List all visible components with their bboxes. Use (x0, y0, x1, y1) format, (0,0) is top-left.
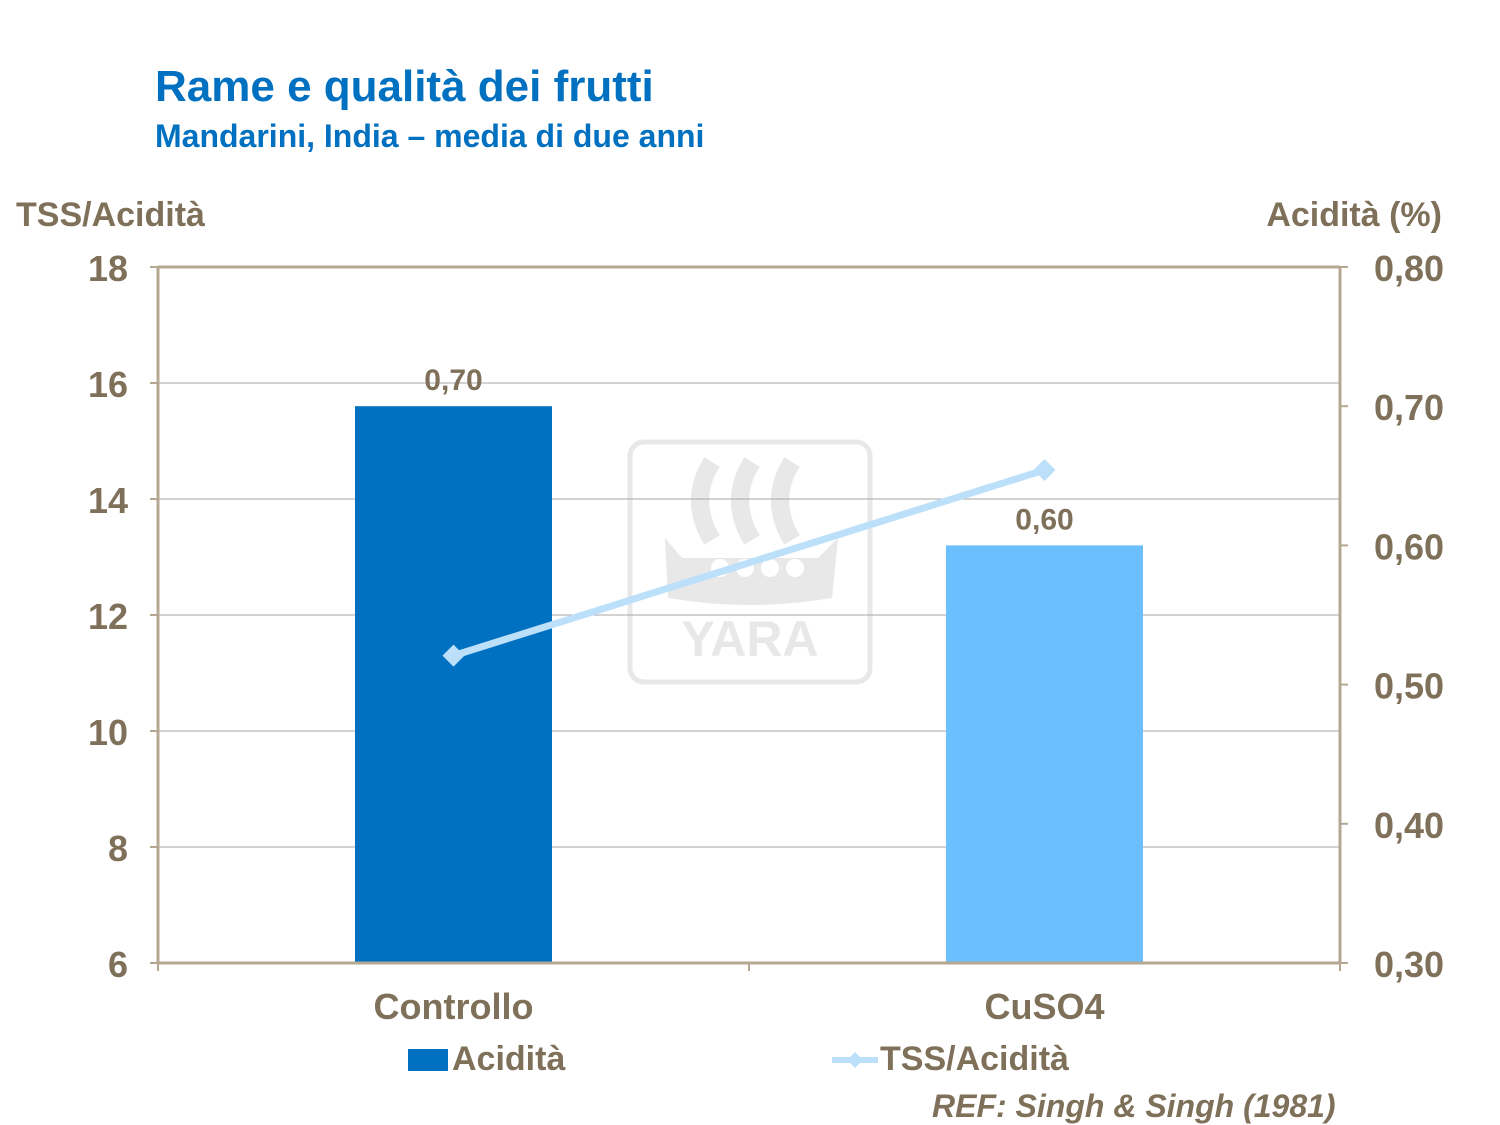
grid-lines (158, 266, 1340, 964)
right-tick-label: 0,70 (1374, 387, 1444, 428)
left-tick-label: 8 (108, 828, 128, 869)
chart-subtitle: Mandarini, India – media di due anni (155, 118, 705, 154)
legend-swatch-bar (408, 1048, 448, 1071)
tss-point-marker (1033, 459, 1056, 481)
watermark-text: YARA (681, 611, 818, 667)
bar-controllo (355, 406, 552, 963)
tss-point-marker (442, 644, 465, 667)
category-label: CuSO4 (984, 986, 1104, 1027)
chart-title: Rame e qualità dei frutti (155, 62, 654, 111)
yara-logo-watermark: YARA (627, 439, 873, 685)
bar-data-label: 0,60 (1015, 503, 1073, 536)
legend-item-acidita: Acidità (408, 1040, 565, 1079)
right-tick-label: 0,40 (1374, 805, 1444, 846)
right-tick-label: 0,80 (1374, 248, 1444, 289)
right-tick-label: 0,50 (1374, 666, 1444, 707)
reference-note: REF: Singh & Singh (1981) (932, 1088, 1336, 1124)
left-axis-title: TSS/Acidità (16, 196, 205, 234)
right-tick-label: 0,60 (1374, 526, 1444, 567)
left-tick-label: 18 (88, 248, 128, 289)
left-tick-label: 14 (88, 480, 128, 521)
right-tick-label: 0,30 (1374, 944, 1444, 985)
axes: 6 8 10 12 14 16 18 0,30 0,40 0,50 0,60 0,70 0,80 Cont… (88, 248, 1444, 1027)
left-tick-label: 16 (88, 364, 128, 405)
tss-line (452, 466, 1046, 659)
left-tick-label: 12 (88, 596, 128, 637)
legend-label-acidita: Acidità (452, 1040, 566, 1078)
left-tick-label: 6 (108, 944, 128, 985)
legend-label-tss: TSS/Acidità (880, 1040, 1069, 1078)
bar-series: 0,70 0,60 (355, 364, 1143, 963)
right-axis-title: Acidità (%) (1266, 196, 1442, 234)
bar-cuso4 (946, 545, 1143, 963)
line-series (442, 459, 1056, 667)
legend-swatch-line (832, 1051, 878, 1068)
left-tick-label: 10 (88, 712, 128, 753)
bar-data-label: 0,70 (424, 364, 482, 397)
category-label: Controllo (374, 986, 534, 1027)
legend-item-tss: TSS/Acidità (830, 1040, 1069, 1079)
